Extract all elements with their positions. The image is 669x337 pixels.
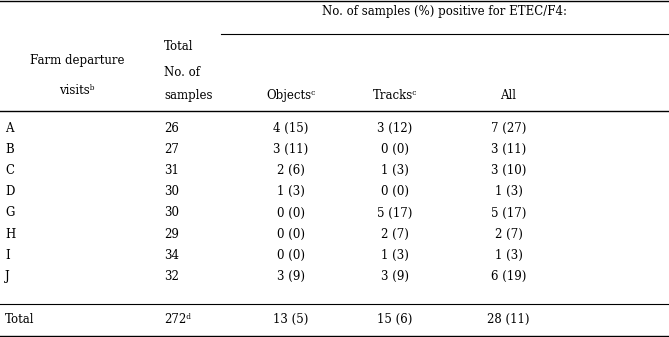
Text: 27: 27 xyxy=(164,143,179,156)
Text: 32: 32 xyxy=(164,270,179,283)
Text: 0 (0): 0 (0) xyxy=(277,249,305,262)
Text: 2 (6): 2 (6) xyxy=(277,164,305,177)
Text: Total: Total xyxy=(164,40,193,53)
Text: 1 (3): 1 (3) xyxy=(494,249,522,262)
Text: 0 (0): 0 (0) xyxy=(381,143,409,156)
Text: 3 (9): 3 (9) xyxy=(277,270,305,283)
Text: visitsᵇ: visitsᵇ xyxy=(59,85,95,97)
Text: I: I xyxy=(5,249,10,262)
Text: 13 (5): 13 (5) xyxy=(274,313,308,326)
Text: Farm departure: Farm departure xyxy=(29,54,124,67)
Text: H: H xyxy=(5,228,15,241)
Text: 30: 30 xyxy=(164,207,179,219)
Text: C: C xyxy=(5,164,14,177)
Text: 5 (17): 5 (17) xyxy=(491,207,526,219)
Text: 30: 30 xyxy=(164,185,179,198)
Text: 31: 31 xyxy=(164,164,179,177)
Text: All: All xyxy=(500,89,516,101)
Text: 3 (11): 3 (11) xyxy=(274,143,308,156)
Text: B: B xyxy=(5,143,14,156)
Text: 6 (19): 6 (19) xyxy=(491,270,526,283)
Text: 3 (12): 3 (12) xyxy=(377,122,412,134)
Text: D: D xyxy=(5,185,15,198)
Text: 5 (17): 5 (17) xyxy=(377,207,412,219)
Text: No. of: No. of xyxy=(164,66,200,79)
Text: 1 (3): 1 (3) xyxy=(277,185,305,198)
Text: 272ᵈ: 272ᵈ xyxy=(164,313,191,326)
Text: 28 (11): 28 (11) xyxy=(487,313,530,326)
Text: Objectsᶜ: Objectsᶜ xyxy=(266,89,316,101)
Text: J: J xyxy=(5,270,10,283)
Text: 26: 26 xyxy=(164,122,179,134)
Text: 2 (7): 2 (7) xyxy=(381,228,409,241)
Text: 1 (3): 1 (3) xyxy=(381,249,409,262)
Text: 4 (15): 4 (15) xyxy=(274,122,308,134)
Text: A: A xyxy=(5,122,14,134)
Text: 1 (3): 1 (3) xyxy=(381,164,409,177)
Text: Tracksᶜ: Tracksᶜ xyxy=(373,89,417,101)
Text: 15 (6): 15 (6) xyxy=(377,313,412,326)
Text: 0 (0): 0 (0) xyxy=(277,207,305,219)
Text: 7 (27): 7 (27) xyxy=(491,122,526,134)
Text: 0 (0): 0 (0) xyxy=(277,228,305,241)
Text: 3 (10): 3 (10) xyxy=(491,164,526,177)
Text: 29: 29 xyxy=(164,228,179,241)
Text: Total: Total xyxy=(5,313,35,326)
Text: 1 (3): 1 (3) xyxy=(494,185,522,198)
Text: samples: samples xyxy=(164,89,212,101)
Text: 34: 34 xyxy=(164,249,179,262)
Text: 3 (9): 3 (9) xyxy=(381,270,409,283)
Text: 3 (11): 3 (11) xyxy=(491,143,526,156)
Text: G: G xyxy=(5,207,15,219)
Text: No. of samples (%) positive for ETEC/F4:: No. of samples (%) positive for ETEC/F4: xyxy=(322,5,567,18)
Text: 0 (0): 0 (0) xyxy=(381,185,409,198)
Text: 2 (7): 2 (7) xyxy=(494,228,522,241)
